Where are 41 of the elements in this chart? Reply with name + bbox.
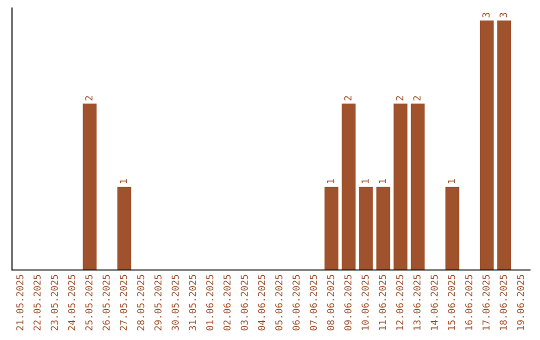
data-label: 1 bbox=[362, 179, 369, 184]
x-tick-label: 03.06.2025 bbox=[240, 274, 248, 330]
x-tick-label: 13.06.2025 bbox=[413, 274, 421, 330]
x-tick-label: 29.05.2025 bbox=[154, 274, 162, 330]
data-label: 1 bbox=[327, 179, 334, 184]
x-tick-label: 18.06.2025 bbox=[500, 274, 507, 330]
x-tick-label: 17.06.2025 bbox=[482, 274, 490, 330]
data-label: 2 bbox=[413, 96, 420, 100]
x-tick-label: 02.06.2025 bbox=[223, 274, 231, 330]
x-tick-label: 24.05.2025 bbox=[68, 274, 76, 330]
x-tick-label: 23.05.2025 bbox=[50, 274, 58, 330]
data-label: 2 bbox=[85, 96, 92, 100]
x-tick-label: 28.05.2025 bbox=[137, 274, 144, 330]
x-tick-label: 11.06.2025 bbox=[378, 274, 386, 330]
x-tick-label: 12.06.2025 bbox=[396, 274, 404, 330]
x-tick-label: 14.06.2025 bbox=[430, 274, 438, 330]
x-tick-label: 15.06.2025 bbox=[448, 274, 456, 330]
x-tick-label: 26.05.2025 bbox=[102, 274, 110, 330]
x-tick-label: 06.06.2025 bbox=[292, 274, 300, 330]
x-tick-label: 27.05.2025 bbox=[120, 274, 127, 330]
x-tick-label: 01.06.2025 bbox=[206, 274, 214, 330]
x-tick-label: 25.05.2025 bbox=[85, 274, 92, 330]
data-label: 2 bbox=[344, 96, 352, 100]
x-tick-label: 08.06.2025 bbox=[327, 274, 334, 330]
x-tick-label: 04.06.2025 bbox=[258, 274, 266, 330]
data-label: 3 bbox=[482, 12, 490, 18]
data-label: 3 bbox=[500, 12, 507, 18]
x-tick-label: 09.06.2025 bbox=[344, 274, 352, 330]
x-tick-label: 22.05.2025 bbox=[34, 274, 41, 330]
x-tick-label: 05.06.2025 bbox=[275, 274, 282, 330]
x-tick-label: 31.05.2025 bbox=[188, 274, 196, 330]
x-tick-label: 10.06.2025 bbox=[362, 274, 369, 330]
x-tick-label: 21.05.2025 bbox=[16, 274, 24, 330]
data-label: 2 bbox=[396, 96, 404, 100]
data-label: 1 bbox=[378, 179, 386, 184]
x-tick-label: 16.06.2025 bbox=[465, 274, 472, 330]
x-tick-label: 19.06.2025 bbox=[516, 274, 524, 330]
data-label: 1 bbox=[448, 179, 456, 184]
x-tick-label: 07.06.2025 bbox=[310, 274, 317, 330]
x-tick-label: 30.05.2025 bbox=[172, 274, 179, 330]
data-label: 1 bbox=[120, 179, 127, 184]
